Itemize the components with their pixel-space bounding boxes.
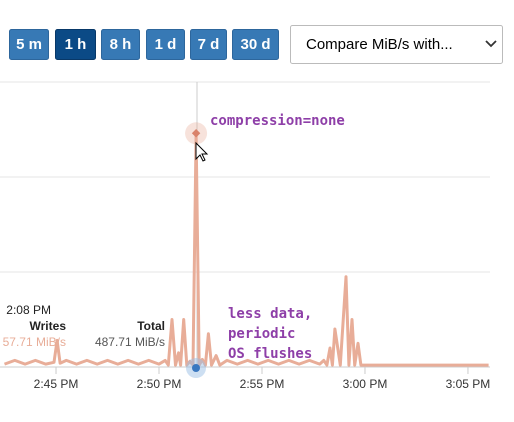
range-button[interactable]: [232, 29, 279, 60]
tooltip-value: 487.71 MiB/s: [95, 335, 165, 349]
button-label: 8 h: [110, 36, 132, 53]
tooltip-header: Total: [137, 319, 165, 333]
x-tick-label: 2:50 PM: [137, 377, 182, 391]
range-button[interactable]: [9, 29, 49, 60]
range-button[interactable]: [55, 29, 96, 60]
compare-select[interactable]: [290, 25, 503, 64]
tooltip-time: 2:08 PM: [6, 303, 51, 317]
x-tick-label: 2:55 PM: [240, 377, 285, 391]
tooltip-header: Writes: [30, 319, 67, 333]
annotation: periodic: [228, 326, 295, 342]
series-line: [3, 131, 489, 367]
chevron: [485, 40, 497, 48]
range-button[interactable]: [101, 29, 140, 60]
button-label: 1 d: [155, 36, 177, 53]
button-label: 5 m: [16, 36, 42, 53]
annotation: OS flushes: [228, 346, 312, 362]
button-label: 1 h: [65, 36, 87, 53]
baseline-point: [192, 364, 200, 372]
button-label: 7 d: [198, 36, 220, 53]
annotation: compression=none: [210, 113, 345, 129]
x-tick-label: 2:45 PM: [34, 377, 79, 391]
annotation: less data,: [228, 306, 312, 322]
range-button[interactable]: [190, 29, 227, 60]
x-tick-label: 3:05 PM: [446, 377, 491, 391]
button-label: 30 d: [240, 36, 270, 53]
tooltip-value: 57.71 MiB/s: [3, 335, 66, 349]
x-tick-label: 3:00 PM: [343, 377, 388, 391]
cursor: [195, 141, 209, 162]
select-text: Compare MiB/s with...: [306, 36, 453, 53]
hover-point: [191, 129, 201, 138]
range-button[interactable]: [146, 29, 185, 60]
